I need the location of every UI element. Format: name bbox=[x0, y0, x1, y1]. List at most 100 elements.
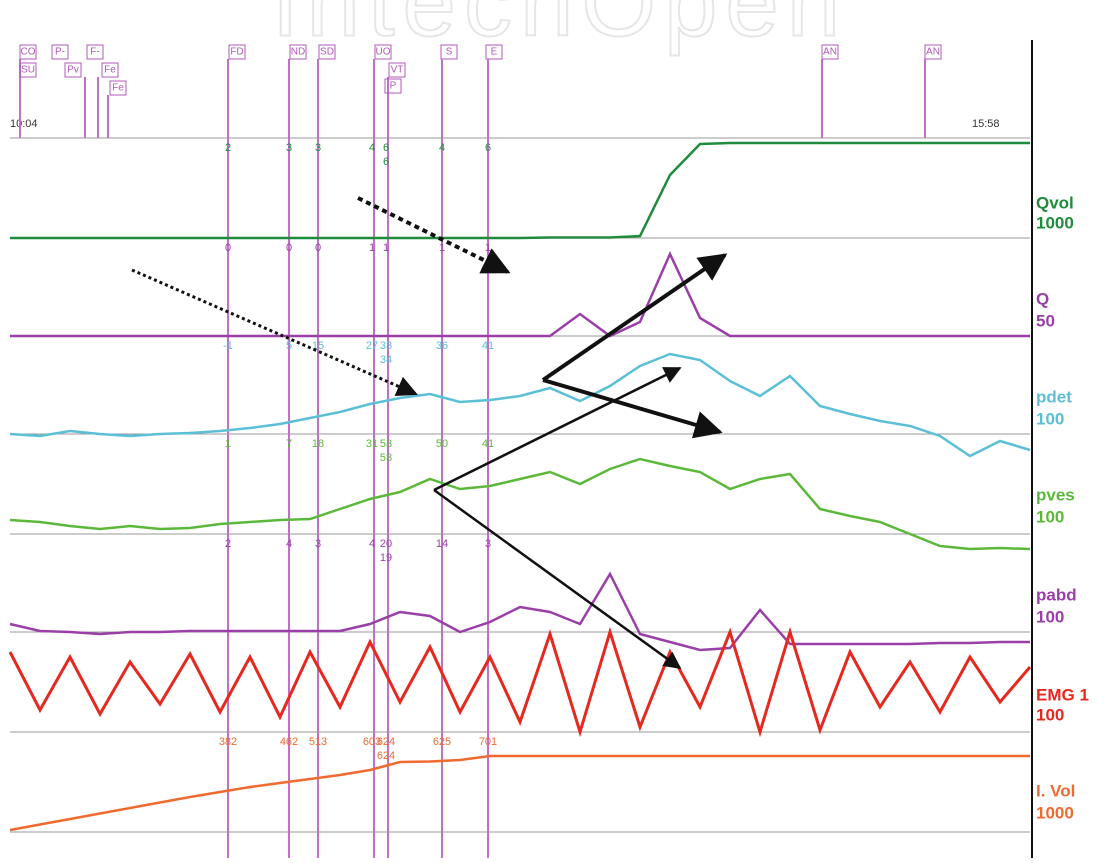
event-box bbox=[374, 44, 392, 60]
reading-label: 603 bbox=[363, 736, 381, 748]
event-label: ND bbox=[291, 47, 305, 58]
reading-label: 1 bbox=[369, 242, 375, 254]
reading-label: 6 bbox=[485, 142, 491, 154]
reading-label: 18 bbox=[312, 438, 324, 450]
reading-label: 50 bbox=[436, 438, 448, 450]
dotted-arrow bbox=[357, 196, 511, 274]
reading-label: 462 bbox=[280, 736, 298, 748]
reading-label: 6 bbox=[383, 142, 389, 154]
event-label: E bbox=[491, 47, 498, 58]
event-box bbox=[228, 44, 246, 60]
reading-label: 624 bbox=[377, 750, 395, 762]
reading-label: 3 bbox=[315, 142, 321, 154]
reading-label: 31 bbox=[366, 438, 378, 450]
channel-scale: 100 bbox=[1036, 705, 1064, 724]
event-box bbox=[289, 44, 307, 60]
reading-label: 701 bbox=[479, 736, 497, 748]
reading-label: 53 bbox=[380, 438, 392, 450]
arrow bbox=[433, 488, 682, 670]
reading-label: 20 bbox=[380, 538, 392, 550]
event-label: P bbox=[390, 81, 397, 92]
event-box bbox=[384, 78, 402, 94]
event-label: FD bbox=[230, 47, 243, 58]
event-box bbox=[101, 62, 119, 78]
channel-scale: 100 bbox=[1036, 409, 1064, 428]
event-label: P- bbox=[55, 47, 65, 58]
reading-label: 34 bbox=[380, 354, 392, 366]
reading-label: 53 bbox=[380, 452, 392, 464]
reading-label: 41 bbox=[482, 340, 494, 352]
reading-label: 3 bbox=[315, 538, 321, 550]
event-box bbox=[440, 44, 458, 60]
event-box bbox=[388, 62, 406, 78]
event-box bbox=[51, 44, 69, 60]
reading-label: 382 bbox=[219, 736, 237, 748]
start-time: 10:04 bbox=[10, 118, 38, 130]
channel-scale: 100 bbox=[1036, 607, 1064, 626]
event-label: F- bbox=[90, 47, 99, 58]
event-label: Pv bbox=[67, 65, 79, 76]
event-box bbox=[19, 44, 37, 60]
reading-label: 1 bbox=[225, 438, 231, 450]
event-label: CO bbox=[21, 47, 36, 58]
event-box bbox=[109, 80, 127, 96]
reading-label: 624 bbox=[377, 736, 395, 748]
event-label: VT bbox=[391, 65, 404, 76]
channel-scale: 1000 bbox=[1036, 213, 1074, 232]
reading-label: -1 bbox=[223, 340, 233, 352]
dotted-arrow bbox=[131, 268, 418, 397]
channel-name: I. Vol bbox=[1036, 781, 1075, 800]
event-box bbox=[86, 44, 104, 60]
reading-label: 2 bbox=[225, 142, 231, 154]
channel-name: pves bbox=[1036, 485, 1075, 504]
trace-line bbox=[9, 352, 1031, 458]
reading-label: 2 bbox=[225, 538, 231, 550]
reading-label: 0 bbox=[225, 242, 231, 254]
event-box bbox=[64, 62, 82, 78]
arrow bbox=[541, 253, 728, 382]
event-label: UO bbox=[376, 47, 391, 58]
reading-label: 14 bbox=[436, 538, 448, 550]
event-box bbox=[19, 62, 37, 78]
arrow bbox=[542, 378, 723, 439]
reading-label: 3 bbox=[485, 538, 491, 550]
channel-scale: 50 bbox=[1036, 311, 1055, 330]
reading-label: 3 bbox=[286, 142, 292, 154]
reading-label: 513 bbox=[309, 736, 327, 748]
event-label: Fe bbox=[112, 83, 124, 94]
channel-scale: 1000 bbox=[1036, 803, 1074, 822]
reading-label: 1 bbox=[383, 242, 389, 254]
trace-line bbox=[9, 571, 1030, 652]
reading-label: 36 bbox=[436, 340, 448, 352]
event-box bbox=[318, 44, 336, 60]
event-label: S bbox=[446, 47, 453, 58]
trace-line bbox=[10, 141, 1030, 240]
reading-label: 33 bbox=[380, 340, 392, 352]
reading-label: 0 bbox=[315, 242, 321, 254]
reading-label: 4 bbox=[286, 538, 292, 550]
arrow bbox=[433, 366, 682, 492]
event-box bbox=[485, 44, 503, 60]
event-box bbox=[924, 44, 942, 60]
watermark: IntechOpen bbox=[272, 0, 848, 56]
reading-label: 4 bbox=[369, 142, 375, 154]
annotations bbox=[131, 196, 728, 670]
channel-name: pabd bbox=[1036, 585, 1077, 604]
event-box bbox=[821, 44, 839, 60]
event-label: AN bbox=[926, 47, 940, 58]
reading-label: 4 bbox=[439, 142, 445, 154]
trace-line bbox=[9, 457, 1031, 551]
event-label: Fe bbox=[104, 65, 116, 76]
reading-label: 4 bbox=[369, 538, 375, 550]
event-label: SU bbox=[21, 65, 35, 76]
reading-label: 41 bbox=[482, 438, 494, 450]
reading-label: 1 bbox=[485, 242, 491, 254]
reading-label: 7 bbox=[286, 438, 292, 450]
trace-line bbox=[10, 250, 1030, 338]
channel-name: Q bbox=[1036, 289, 1049, 308]
reading-label: 19 bbox=[380, 552, 392, 564]
reading-label: 5 bbox=[286, 340, 292, 352]
reading-label: 1 bbox=[439, 242, 445, 254]
